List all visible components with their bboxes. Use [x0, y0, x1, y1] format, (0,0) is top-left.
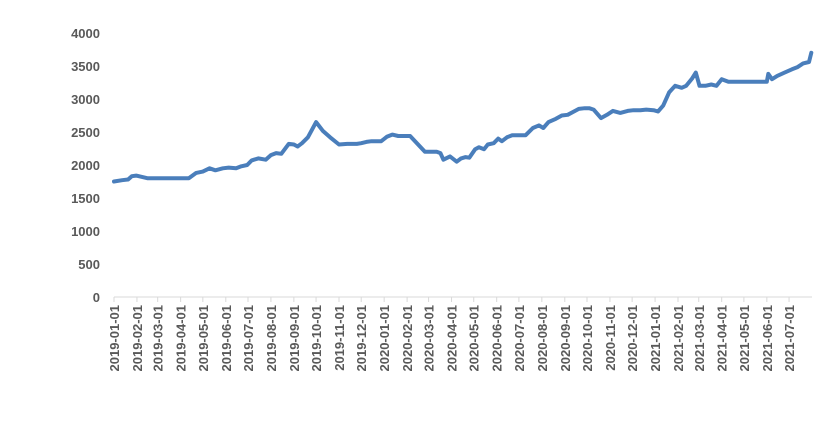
x-tick-label: 2019-09-01 — [287, 305, 302, 372]
x-tick-label: 2021-06-01 — [760, 305, 775, 372]
x-tick-label: 2020-12-01 — [625, 305, 640, 372]
x-tick-label: 2020-07-01 — [512, 305, 527, 372]
x-tick-label: 2020-02-01 — [400, 305, 415, 372]
x-tick-label: 2019-11-01 — [332, 305, 347, 371]
series-line — [112, 50, 814, 184]
x-tick-label: 2021-07-01 — [782, 305, 797, 372]
x-tick-label: 2021-01-01 — [648, 305, 663, 372]
x-tick-marks — [113, 297, 790, 302]
x-tick-labels: 2019-01-01 2019-02-01 2019-03-01 2019-04-01… — [107, 305, 797, 372]
y-tick-label: 1500 — [71, 191, 100, 206]
x-tick-label: 2020-09-01 — [558, 305, 573, 372]
x-tick-label: 2020-06-01 — [490, 305, 505, 372]
y-tick-label: 4000 — [71, 26, 100, 41]
x-tick-label: 2020-04-01 — [445, 305, 460, 372]
x-tick-label: 2020-11-01 — [603, 305, 618, 371]
x-tick-label: 2020-10-01 — [580, 305, 595, 372]
x-tick-label: 2019-01-01 — [107, 305, 122, 372]
y-axis: 0 500 1000 1500 2000 2500 3000 3500 4000 — [71, 26, 100, 305]
x-tick-label: 2021-03-01 — [692, 305, 707, 372]
y-tick-label: 3000 — [71, 92, 100, 107]
x-tick-label: 2020-08-01 — [535, 305, 550, 372]
x-tick-label: 2019-10-01 — [309, 305, 324, 372]
y-tick-labels: 0 500 1000 1500 2000 2500 3000 3500 4000 — [71, 26, 100, 305]
x-axis: 2019-01-01 2019-02-01 2019-03-01 2019-04-01… — [107, 296, 812, 372]
x-tick-label: 2019-12-01 — [354, 305, 369, 372]
y-tick-label: 1000 — [71, 224, 100, 239]
x-tick-label: 2019-04-01 — [174, 305, 189, 372]
x-tick-label: 2020-05-01 — [467, 305, 482, 372]
y-tick-label: 0 — [93, 290, 100, 305]
x-tick-label: 2019-05-01 — [196, 305, 211, 372]
x-tick-label: 2020-01-01 — [377, 305, 392, 372]
x-tick-label: 2021-05-01 — [737, 305, 752, 372]
y-tick-label: 2000 — [71, 158, 100, 173]
x-tick-label: 2019-06-01 — [219, 305, 234, 372]
x-tick-label: 2019-08-01 — [264, 305, 279, 372]
y-tick-label: 3500 — [71, 59, 100, 74]
x-tick-label: 2019-02-01 — [130, 305, 145, 372]
y-tick-label: 2500 — [71, 125, 100, 140]
x-tick-label: 2019-03-01 — [151, 305, 166, 372]
x-tick-label: 2021-04-01 — [715, 305, 730, 372]
x-tick-label: 2021-02-01 — [671, 305, 686, 372]
y-tick-label: 500 — [78, 257, 100, 272]
x-tick-label: 2019-07-01 — [241, 305, 256, 372]
x-tick-label: 2020-03-01 — [422, 305, 437, 372]
plot-area — [112, 50, 814, 184]
